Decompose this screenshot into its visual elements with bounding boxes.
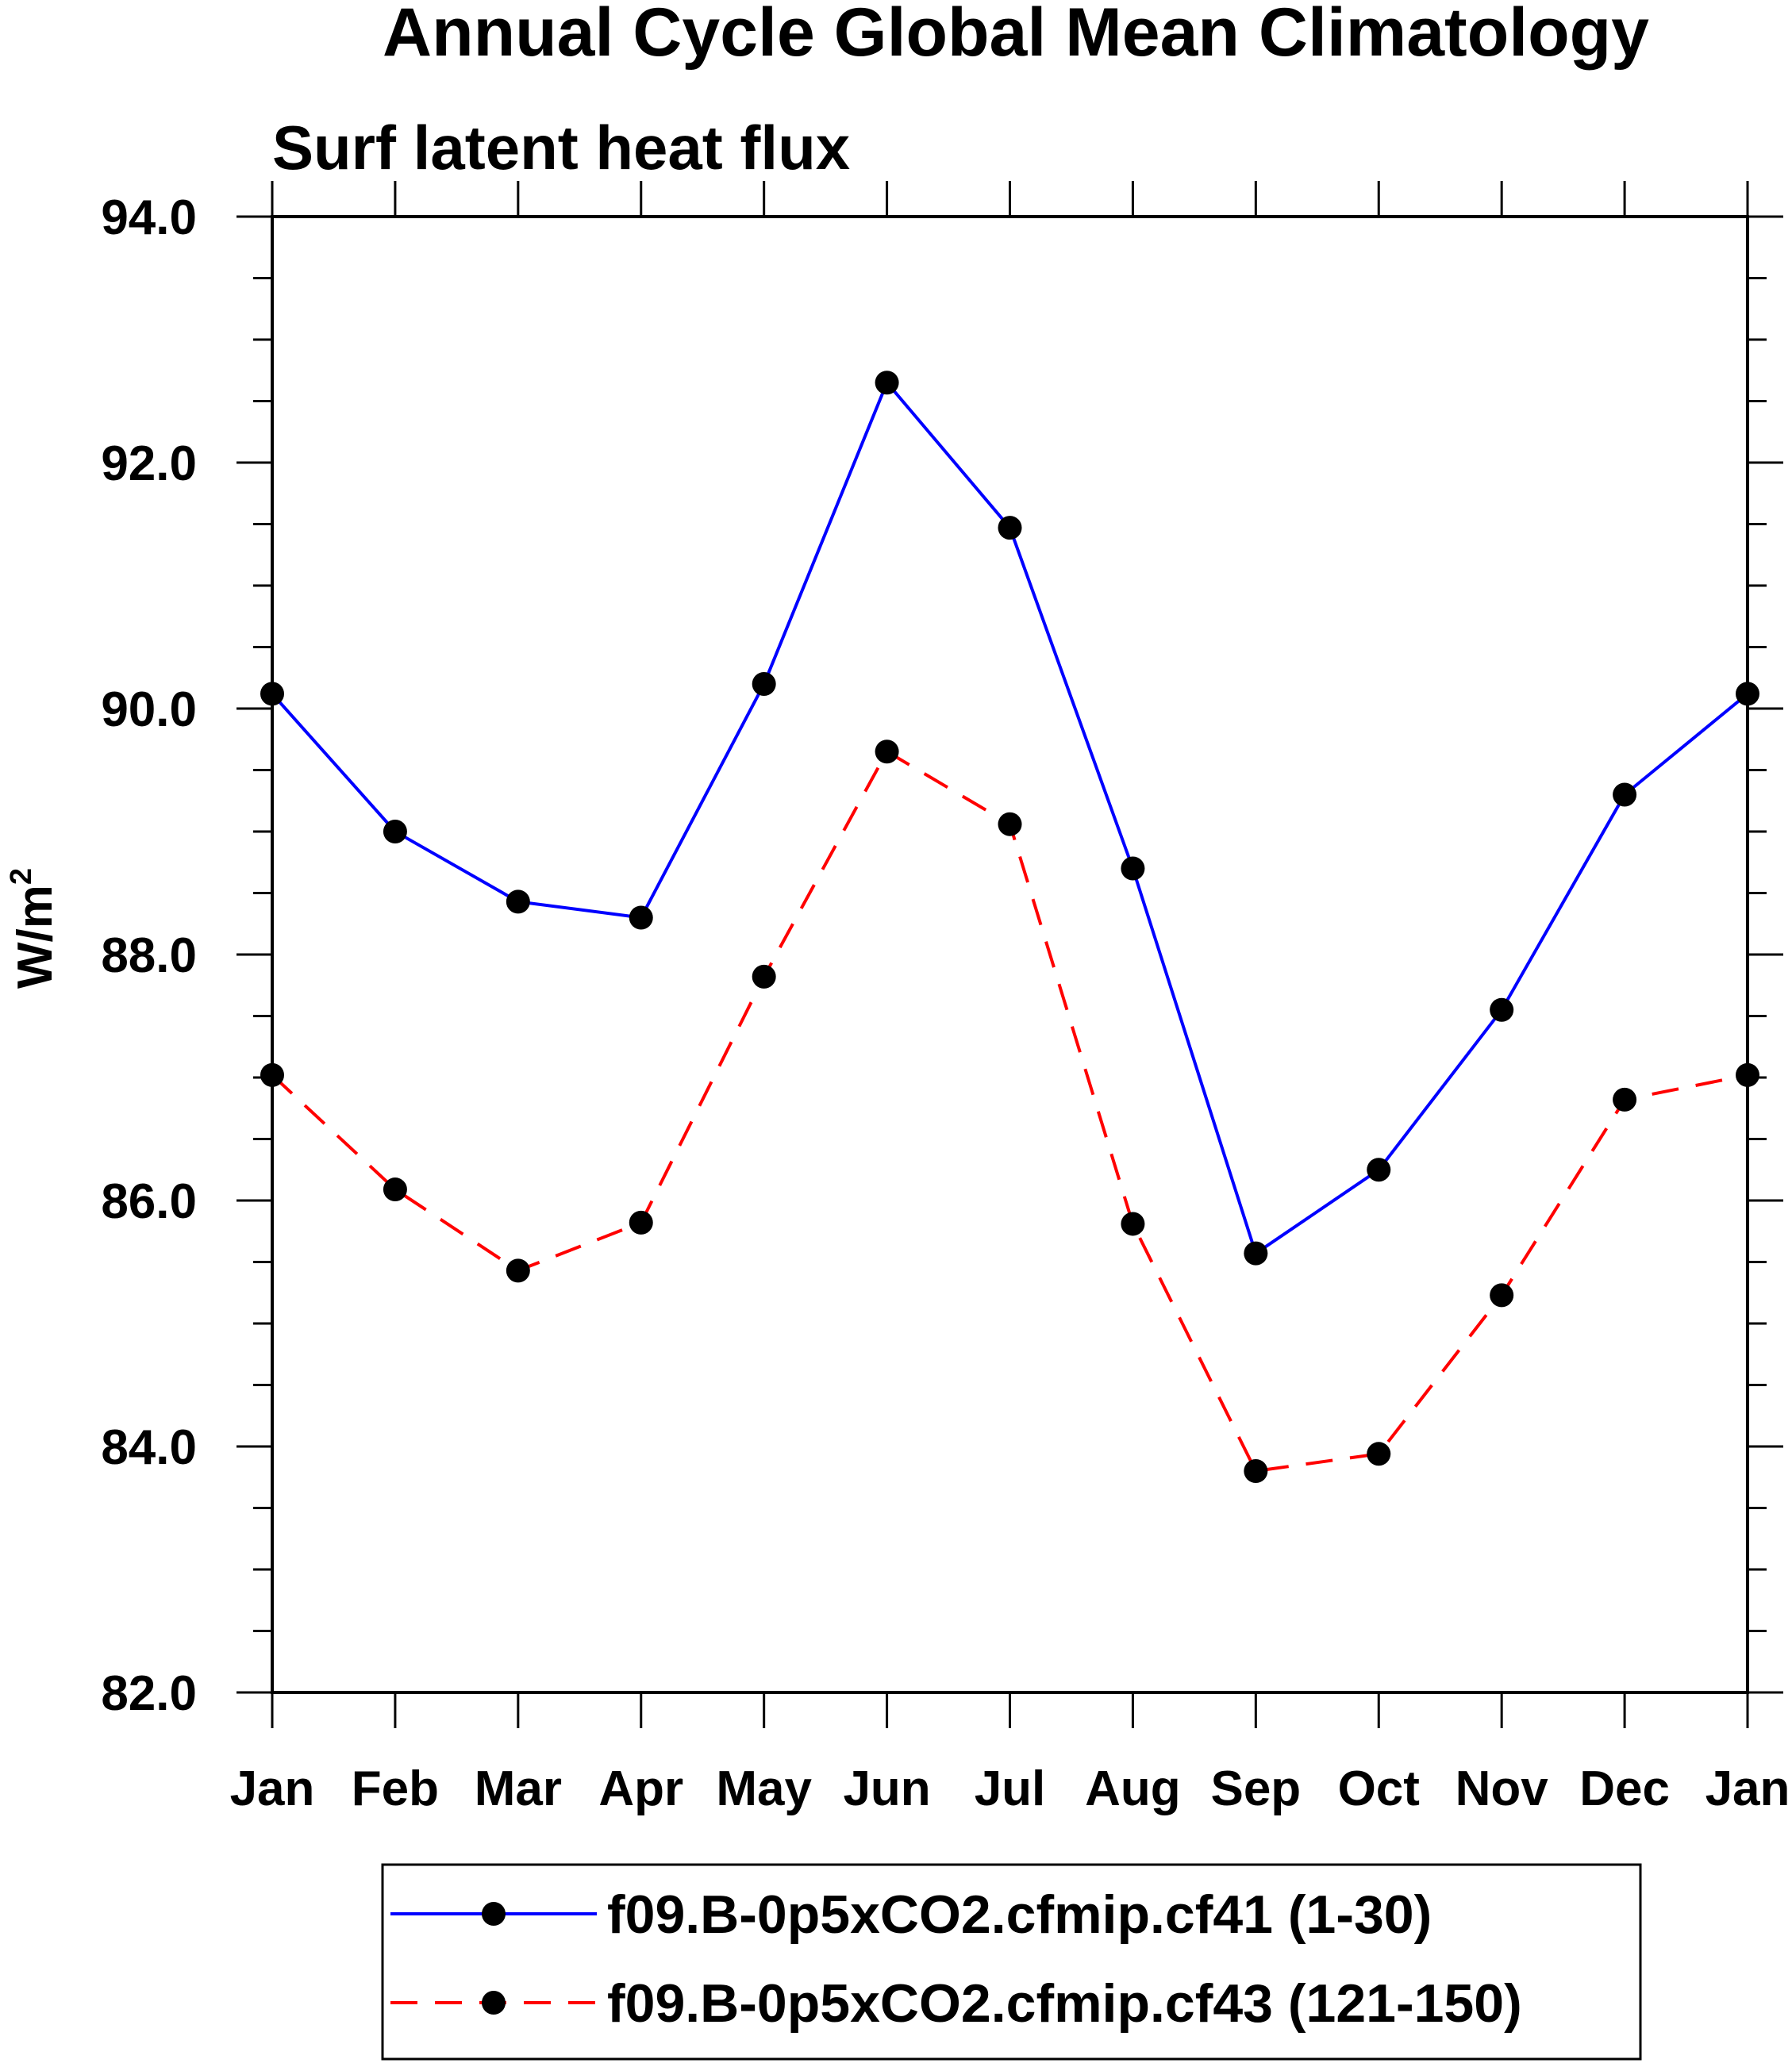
legend-marker-series-2 <box>482 1991 506 2015</box>
series-2-point <box>1244 1459 1268 1483</box>
series-2-point <box>752 964 776 989</box>
x-tick-label: Apr <box>598 1761 683 1816</box>
series-2-point <box>998 812 1022 836</box>
y-tick-label: 86.0 <box>101 1174 197 1229</box>
series-1-point <box>1367 1158 1391 1182</box>
legend-label-series-1: f09.B-0p5xCO2.cfmip.cf41 (1-30) <box>607 1884 1432 1945</box>
x-tick-label: Jul <box>975 1761 1046 1816</box>
y-tick-label: 82.0 <box>101 1666 197 1721</box>
y-tick-label: 94.0 <box>101 190 197 245</box>
x-tick-label: May <box>716 1761 812 1816</box>
x-tick-label: Mar <box>475 1761 562 1816</box>
x-tick-label: Nov <box>1456 1761 1549 1816</box>
x-tick-label: Aug <box>1085 1761 1181 1816</box>
series-2-point <box>875 740 899 764</box>
x-tick-label: Jan <box>1705 1761 1790 1816</box>
y-tick-label: 90.0 <box>101 682 197 737</box>
series-1-point <box>752 672 776 696</box>
series-1-point <box>629 905 653 930</box>
chart-title: Annual Cycle Global Mean Climatology <box>383 0 1649 71</box>
series-2-point <box>1367 1442 1391 1466</box>
x-tick-label: Sep <box>1210 1761 1301 1816</box>
series-1-point <box>998 516 1022 540</box>
series-2-point <box>506 1258 530 1283</box>
y-tick-label: 84.0 <box>101 1420 197 1475</box>
legend-label-series-2: f09.B-0p5xCO2.cfmip.cf43 (121-150) <box>607 1973 1522 2034</box>
series-2-point <box>1121 1212 1145 1236</box>
y-axis-label-superscript: 2 <box>5 868 38 885</box>
series-1-point <box>383 820 407 843</box>
series-1-point <box>1490 997 1514 1022</box>
series-1-point <box>506 889 530 914</box>
svg-text:W/m2: W/m2 <box>5 868 63 989</box>
series-1-point <box>1613 782 1637 807</box>
legend-box <box>381 1863 1642 2061</box>
legend-marker-series-1 <box>482 1902 506 1926</box>
plot-area: 82.0 84.0 86.0 88.0 90.0 92.0 94.0 Jan Feb Mar Apr… <box>101 181 1790 1816</box>
series-2-point <box>1490 1283 1514 1308</box>
legend: f09.B-0p5xCO2.cfmip.cf41 (1-30) f09.B-0p… <box>381 1863 1642 2061</box>
y-tick-label: 92.0 <box>101 436 197 491</box>
y-axis-label: W/m2 <box>5 868 63 989</box>
x-tick-label: Oct <box>1338 1761 1420 1816</box>
series-2-line <box>271 749 1748 1473</box>
x-tick-label: Jan <box>230 1761 315 1816</box>
x-tick-label: Feb <box>352 1761 439 1816</box>
series-2-point <box>1613 1087 1637 1112</box>
plot-frame <box>271 215 1749 1694</box>
x-tick-label: Dec <box>1579 1761 1670 1816</box>
series-1-point <box>875 371 899 395</box>
series-1-point <box>260 682 284 706</box>
series-2-point <box>629 1210 653 1235</box>
series-2-point <box>1736 1062 1759 1087</box>
series-1-point <box>1736 682 1759 706</box>
x-tick-label: Jun <box>843 1761 930 1816</box>
series-2-point <box>383 1177 407 1202</box>
y-tick-label: 88.0 <box>101 928 197 983</box>
y-axis-label-text: W/m <box>8 885 63 989</box>
chart-subtitle: Surf latent heat flux <box>272 113 850 182</box>
series-1-point <box>1121 856 1145 881</box>
series-1-point <box>1244 1241 1268 1266</box>
series-2-point <box>260 1062 284 1087</box>
